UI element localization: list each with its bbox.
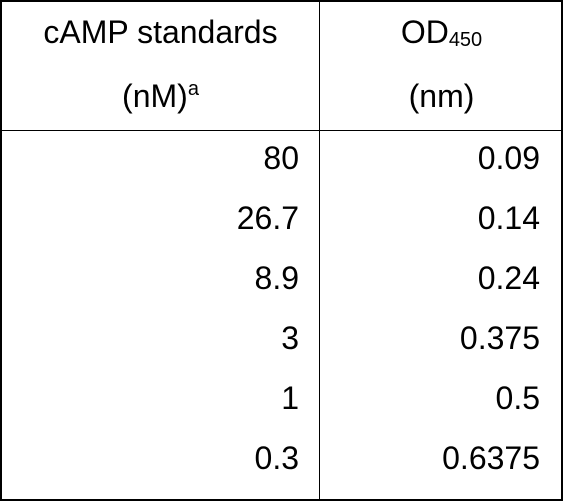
od-cell: 0.24 [477, 260, 540, 296]
od-cell: 0.5 [495, 380, 540, 416]
table-row: 1 0.5 [2, 371, 561, 431]
header-divider [2, 130, 561, 131]
od-cell: 0.6375 [442, 440, 540, 476]
camp-cell: 0.3 [254, 440, 299, 476]
camp-cell: 80 [263, 140, 299, 176]
table-row: 8.9 0.24 [2, 251, 561, 311]
od-cell: 0.09 [477, 140, 540, 176]
header-camp-unit: (nM)a [2, 78, 319, 114]
od-cell: 0.14 [477, 200, 540, 236]
table-row: 0.3 0.6375 [2, 431, 561, 491]
table-row: 26.7 0.14 [2, 191, 561, 251]
header-od450: OD450 (nm) [320, 2, 563, 130]
header-od-subscript: 450 [448, 29, 483, 51]
table-body: 80 0.09 26.7 0.14 8.9 0.24 3 0.375 1 0.5… [2, 131, 561, 491]
column-divider [319, 2, 320, 499]
header-footnote-marker: a [187, 78, 199, 100]
header-camp-title: cAMP standards [43, 14, 278, 50]
od-cell: 0.375 [459, 320, 540, 356]
table-row: 80 0.09 [2, 131, 561, 191]
table-row: 3 0.375 [2, 311, 561, 371]
camp-cell: 1 [281, 380, 299, 416]
header-od-unit: (nm) [408, 78, 475, 114]
header-od-text: OD [400, 14, 449, 50]
camp-cell: 8.9 [254, 260, 299, 296]
header-od-title: OD450 [320, 14, 563, 50]
header-camp-standards: cAMP standards (nM)a [2, 2, 319, 130]
camp-cell: 26.7 [236, 200, 299, 236]
header-camp-unit-text: (nM) [122, 78, 188, 114]
camp-cell: 3 [281, 320, 299, 356]
